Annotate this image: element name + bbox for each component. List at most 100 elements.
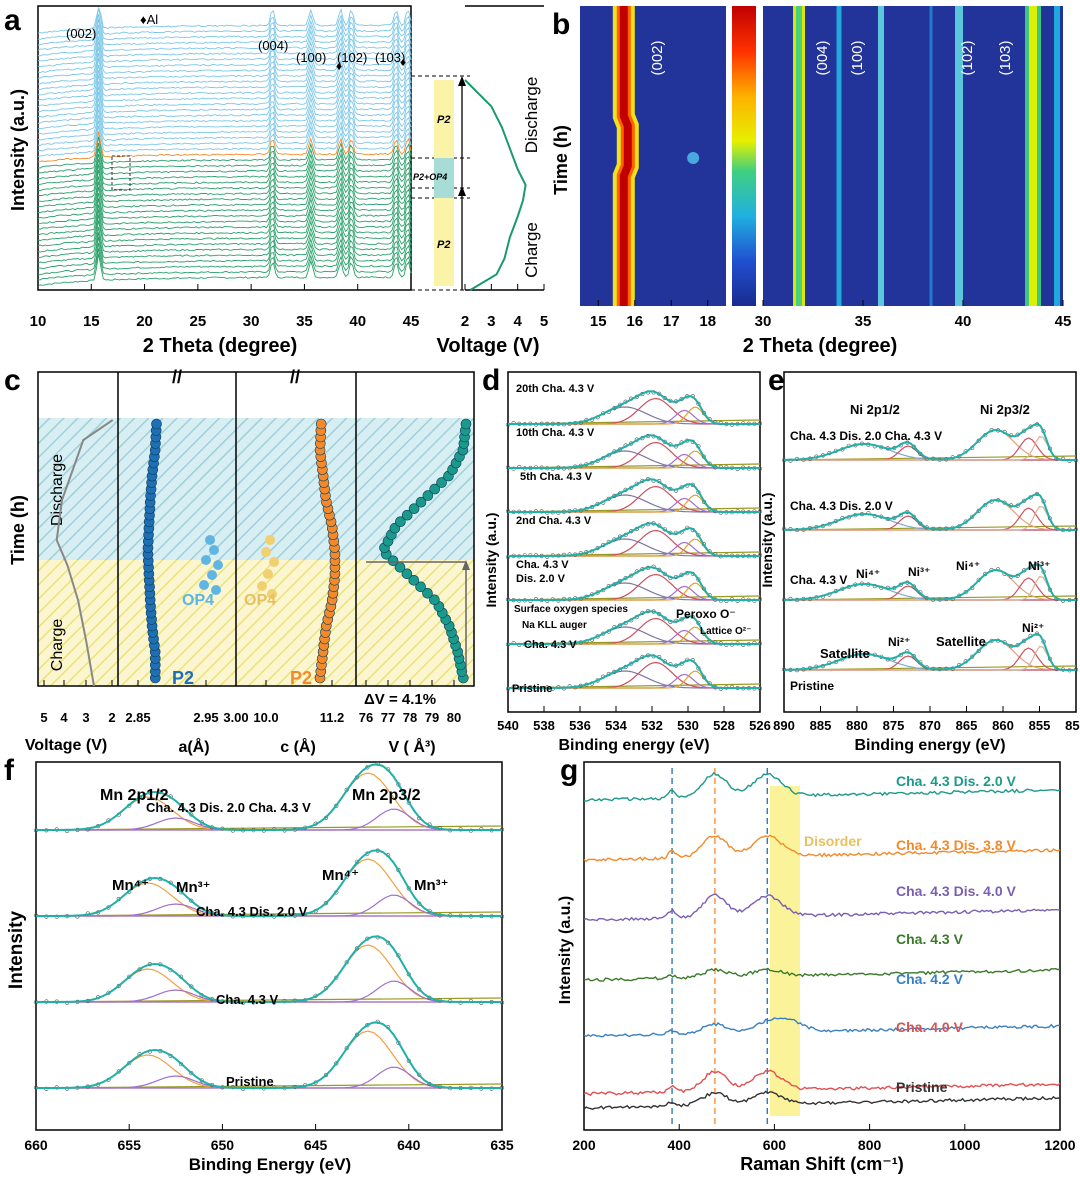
spectrum-label: 20th Cha. 4.3 V [516,383,595,395]
data-point-op4 [207,570,217,580]
spectrum-label: Pristine [896,1079,948,1095]
heatmap-band [619,6,632,306]
tick-label: 800 [858,1137,882,1153]
disorder-band [770,786,800,1116]
data-point [395,516,406,528]
data-point [429,594,440,606]
species: Ni³⁺ [908,565,930,579]
fit-envelope [508,390,760,425]
charge-region [38,560,474,686]
tick-label: 10.0 [253,710,278,725]
phase-label-op4: OP4 [182,592,214,609]
fit-envelope [36,935,502,1003]
data-point [911,653,916,659]
xrd-trace [37,214,412,247]
y-axis-label: Intensity (a.u.) [8,89,28,211]
xrd-trace [37,253,412,286]
tick-label: 600 [763,1137,787,1153]
data-point-op4 [257,581,267,591]
phase-label: P2 [437,114,450,126]
xrd-trace [37,125,412,157]
spectrum-label: Cha. 4.3 Dis. 2.0 V [790,499,893,513]
data-point [408,574,420,586]
phase-label: P2 [437,239,450,251]
tick-label: 530 [677,718,699,733]
data-point-op4 [205,535,215,545]
species: Mn³⁺ [414,877,449,894]
phase-label: P2+OP4 [413,172,447,182]
al-marker: ♦ [336,59,342,73]
data-point [976,508,981,514]
fit-envelope [36,763,502,831]
y-axis-label: Time (h) [551,125,571,195]
disorder-label: Disorder [804,833,862,849]
lattice-points [142,418,472,684]
xrd-trace [37,115,412,146]
charge-label: Charge [522,222,541,278]
spectrum-label: Pristine [226,1074,274,1089]
data-point [401,509,413,521]
raman-spectrum [583,834,1061,863]
tick-label: 45 [403,313,420,330]
annotation: Lattice O²⁻ [700,626,751,637]
tick-label: 526 [749,718,771,733]
fit-envelope [783,632,1076,671]
tick-label: 16 [626,313,643,330]
xrd-trace [38,30,412,62]
tick-label: 850 [1065,718,1080,733]
tick-label: 3.00 [223,710,248,725]
xrd-trace [37,198,412,230]
spectrum-label: Cha. 4.3 Dis. 2.0 Cha. 4.3 V [146,800,311,815]
tick-label: 1000 [949,1137,980,1153]
xrd-traces [37,6,412,286]
fit-envelope [36,849,502,917]
heatmap-bands [612,6,1060,306]
colorbar [732,6,756,306]
component-peak [784,645,1076,671]
component-peak [784,575,1076,601]
tick-label: 532 [641,718,663,733]
fit-envelope [783,492,1076,531]
panel-c-frame [37,371,475,687]
panel-a-frame [37,5,412,291]
panel-letter-g: g [560,754,578,787]
panel-g: g Cha. 4.3 Dis. 2.0 V Cha. 4.3 Dis. 3.8 V… [557,754,1076,1174]
xrd-trace [37,14,412,46]
spectrum-label: Cha. 4.3 V [790,573,847,587]
heatmap-right [763,6,1063,306]
peak-label-103: (103) [997,40,1014,75]
phase-label-op4: OP4 [244,592,276,609]
x-axis-label: 2 Theta (degree) [143,335,297,357]
data-point [436,477,447,488]
data-point [911,584,916,589]
tick-label: 76 [359,710,373,725]
data-point [315,418,327,430]
xrd-trace [37,142,412,174]
spectrum-label: Pristine [512,683,552,695]
panel-letter-f: f [4,754,15,787]
x-axis: 540 538 536 534 532 530 528 526 [497,706,771,733]
data-point [460,418,472,430]
x-axis-label: 2 Theta (degree) [743,335,897,357]
tick-label: 528 [713,718,735,733]
xrd-trace [37,193,412,225]
data-point [976,438,981,443]
charge-label: Charge [49,619,66,672]
data-point [662,439,667,445]
panel-letter-d: d [482,364,500,397]
voltage-axis: 2 3 4 5 [461,284,548,330]
data-point-op4 [269,557,279,567]
panel-g-frame [583,761,1061,1131]
fit-envelope [783,562,1076,601]
spectrum-label: Cha. 4.3 Dis. 2.0 V [196,904,308,919]
data-point [429,483,441,495]
heatmap-band [878,6,884,306]
spectrum-label: Pristine [790,679,834,693]
data-point-op4 [211,585,221,595]
fit-envelope [508,610,760,645]
heatmap-spot [687,152,700,164]
peak-label-102: (102) [959,40,976,75]
heatmap-band [836,6,842,306]
xrd-trace [37,209,412,241]
panel-a: a (002) (004) (100) (102) (103) ♦Al ♦ ♦ … [4,4,548,357]
